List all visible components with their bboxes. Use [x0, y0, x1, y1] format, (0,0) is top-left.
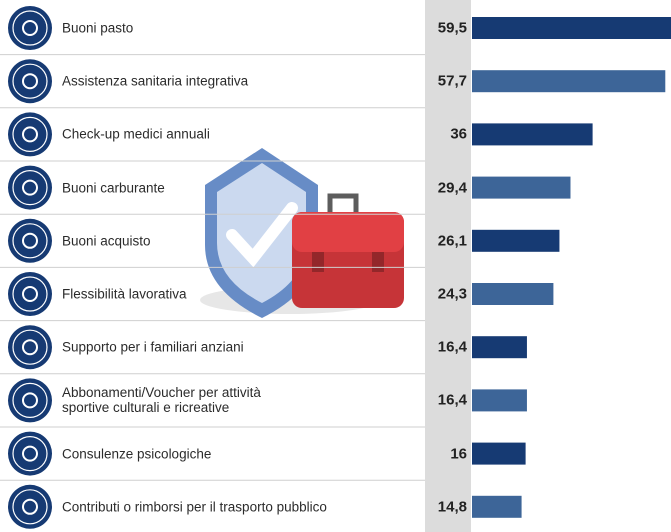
bar — [472, 336, 527, 359]
icon-ring — [12, 382, 48, 418]
value-label: 14,8 — [437, 498, 467, 516]
icon-glyph — [22, 126, 38, 143]
category-label: Buoni acquisto — [62, 233, 151, 249]
category-label: Assistenza sanitaria integrativa — [62, 73, 249, 89]
icon — [8, 431, 52, 476]
bar — [472, 389, 527, 412]
value-column — [425, 0, 471, 532]
category-label: Check-up medici annuali — [62, 126, 210, 142]
bar — [472, 70, 666, 93]
icon-ring — [12, 436, 48, 472]
value-label: 29,4 — [437, 179, 467, 197]
icon-glyph — [22, 445, 38, 462]
icon-ring — [12, 489, 48, 525]
icon-glyph — [22, 232, 38, 249]
icon-glyph — [22, 498, 38, 515]
icon — [8, 112, 52, 157]
icon-ring — [12, 170, 48, 206]
icon-glyph — [22, 339, 38, 356]
icon-ring — [12, 276, 48, 312]
icon — [8, 272, 52, 316]
bar — [472, 229, 560, 252]
illustration — [200, 148, 404, 318]
icon-ring — [12, 116, 48, 152]
value-label: 57,7 — [437, 72, 467, 90]
category-label: Buoni carburante — [62, 180, 165, 196]
category-label: Buoni pasto — [62, 20, 134, 36]
category-label: Abbonamenti/Voucher per attività sportiv… — [62, 385, 261, 416]
category-label: Supporto per i familiari anziani — [62, 339, 244, 355]
icon-glyph — [22, 73, 38, 90]
icon-ring — [12, 10, 48, 46]
icon-glyph — [22, 20, 38, 36]
bar — [472, 495, 522, 518]
bar — [472, 442, 526, 465]
value-label: 16 — [450, 445, 467, 463]
value-label: 16,4 — [437, 338, 467, 356]
icon-glyph — [22, 179, 38, 196]
value-label: 26,1 — [437, 232, 467, 250]
icon — [8, 378, 52, 423]
icon-glyph — [22, 392, 38, 409]
icon — [8, 59, 52, 104]
bar — [472, 123, 593, 146]
value-label: 36 — [450, 125, 467, 143]
icon-ring — [12, 63, 48, 99]
value-label: 24,3 — [437, 285, 467, 303]
bar — [472, 176, 571, 199]
category-label: Consulenze psicologiche — [62, 446, 212, 462]
icon-ring — [12, 223, 48, 259]
icon-ring — [12, 329, 48, 365]
category-label: Contributi o rimborsi per il trasporto p… — [62, 499, 327, 515]
icon-glyph — [22, 286, 38, 302]
value-label: 16,4 — [437, 391, 467, 409]
icon — [8, 325, 52, 370]
icon — [8, 484, 52, 529]
icon — [8, 165, 52, 210]
category-label: Flessibilità lavorativa — [62, 286, 187, 302]
icon — [8, 6, 52, 50]
bar — [472, 17, 671, 39]
bar — [472, 283, 554, 305]
icon — [8, 218, 52, 263]
value-label: 59,5 — [437, 19, 467, 37]
